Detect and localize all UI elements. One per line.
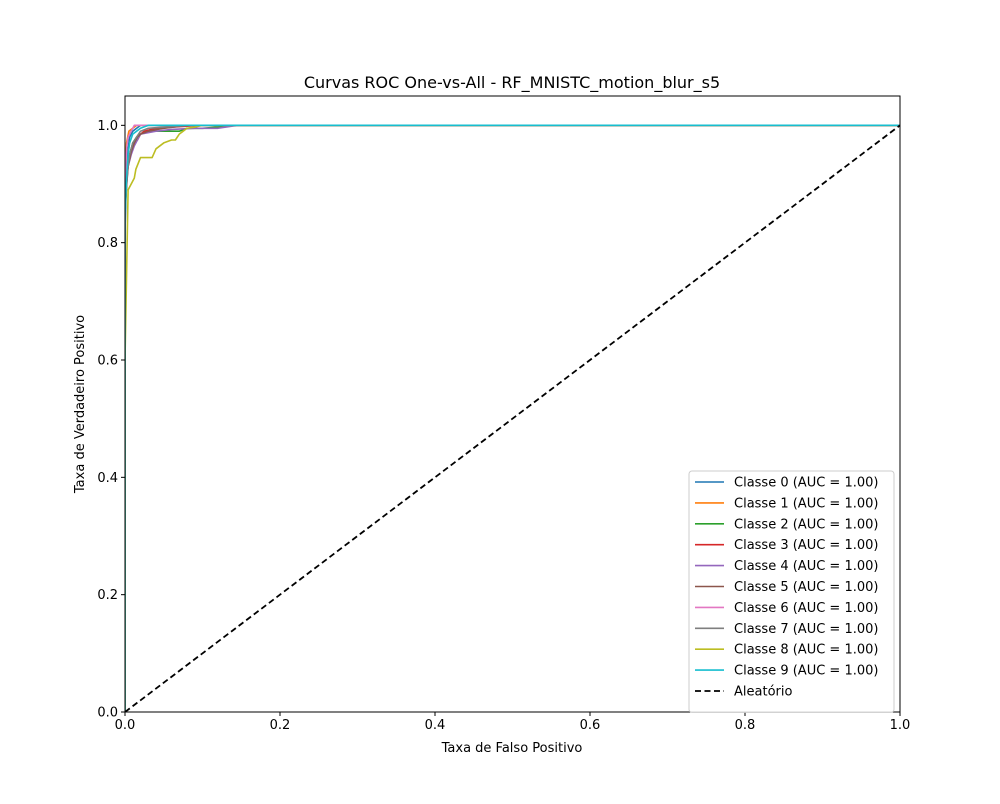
x-tick-label: 0.2 <box>270 718 291 733</box>
legend-label: Classe 0 (AUC = 1.00) <box>734 476 878 491</box>
chart-title: Curvas ROC One-vs-All - RF_MNISTC_motion… <box>304 73 720 93</box>
legend-label: Classe 9 (AUC = 1.00) <box>734 664 878 679</box>
x-tick-label: 0.8 <box>735 718 756 733</box>
roc-curve-classe-9 <box>125 124 900 712</box>
series-layer <box>125 124 900 712</box>
legend-label: Classe 2 (AUC = 1.00) <box>734 517 878 532</box>
legend-label: Classe 6 (AUC = 1.00) <box>734 601 878 616</box>
legend-label: Classe 1 (AUC = 1.00) <box>734 496 878 511</box>
x-tick-label: 1.0 <box>890 718 911 733</box>
axes-frame <box>124 95 901 713</box>
legend: Classe 0 (AUC = 1.00) Classe 1 (AUC = 1.0… <box>688 470 895 713</box>
legend-label: Classe 8 (AUC = 1.00) <box>734 643 878 658</box>
y-tick-label: 0.0 <box>97 706 118 721</box>
legend-label: Classe 4 (AUC = 1.00) <box>734 559 878 574</box>
random-baseline-line <box>125 124 900 712</box>
y-tick-label: 0.6 <box>97 354 118 369</box>
x-tick-label: 0.0 <box>115 718 136 733</box>
x-tick-label: 0.4 <box>425 718 446 733</box>
legend-label: Aleatório <box>734 685 792 700</box>
y-axis: 0.0 0.2 0.4 0.6 0.8 1.0 <box>97 119 125 721</box>
roc-curve-classe-8 <box>125 124 900 712</box>
legend-box <box>688 470 895 713</box>
legend-label: Classe 5 (AUC = 1.00) <box>734 580 878 595</box>
y-tick-label: 0.2 <box>97 588 118 603</box>
x-tick-label: 0.6 <box>580 718 601 733</box>
y-tick-label: 0.8 <box>97 236 118 251</box>
y-tick-label: 1.0 <box>97 119 118 134</box>
y-axis-label: Taxa de Verdadeiro Positivo <box>73 315 88 494</box>
x-axis-label: Taxa de Falso Positivo <box>441 741 583 756</box>
legend-label: Classe 7 (AUC = 1.00) <box>734 622 878 637</box>
x-axis: 0.0 0.2 0.4 0.6 0.8 1.0 <box>115 712 911 733</box>
legend-label: Classe 3 (AUC = 1.00) <box>734 538 878 553</box>
y-tick-label: 0.4 <box>97 471 118 486</box>
